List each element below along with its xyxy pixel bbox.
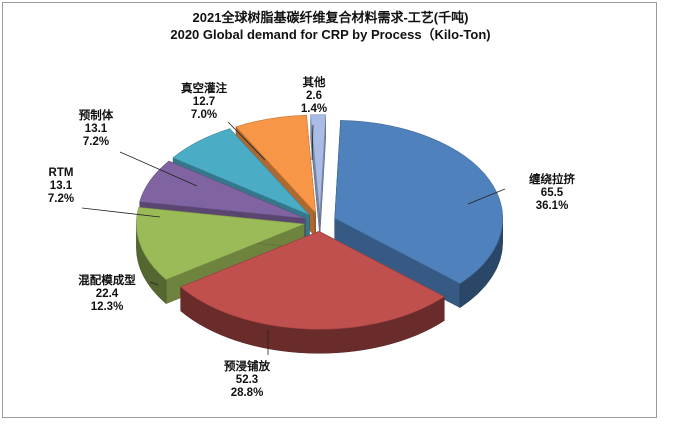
- slice-label-value-6: 2.6: [306, 90, 322, 102]
- slice-label-name-5: 真空灌注: [181, 81, 227, 95]
- slice-top: [139, 160, 306, 219]
- slice-label-percent-2: 12.3%: [91, 301, 124, 313]
- slice-label-value-5: 12.7: [193, 96, 215, 108]
- pie-slice-1: [180, 230, 445, 354]
- slice-label-value-2: 22.4: [96, 288, 119, 300]
- leader-line-0: [467, 188, 506, 205]
- pie-slice-0: [334, 120, 503, 309]
- slice-top: [235, 114, 317, 214]
- slice-label-name-1: 预浸铺放: [224, 359, 270, 373]
- slice-label-value-4: 13.1: [85, 123, 108, 135]
- slice-label-percent-3: 7.2%: [48, 193, 74, 205]
- slice-top: [180, 230, 445, 330]
- leader-line-5: [227, 121, 266, 161]
- leader-line-6: [311, 124, 314, 161]
- slice-label-name-2: 混配模成型: [78, 273, 136, 287]
- slice-label-percent-1: 28.8%: [231, 387, 264, 399]
- slice-top: [172, 128, 310, 216]
- slice-label-value-0: 65.5: [541, 187, 564, 199]
- leader-line-3: [81, 207, 161, 218]
- slice-label-value-3: 13.1: [50, 180, 73, 192]
- slice-label-name-6: 其他: [303, 75, 326, 89]
- slice-label-percent-5: 7.0%: [191, 109, 217, 121]
- chart-titles: 2021全球树脂基碳纤维复合材料需求-工艺(千吨) 2020 Global de…: [3, 9, 658, 43]
- slice-label-name-3: RTM: [49, 167, 74, 179]
- slice-label-name-4: 预制体: [79, 108, 114, 122]
- slice-label-percent-6: 1.4%: [301, 103, 327, 115]
- leader-line-2: [149, 281, 159, 286]
- pie-slices: [136, 114, 503, 354]
- leader-line-4: [119, 151, 198, 187]
- chart-subtitle: 2020 Global demand for CRP by Process（Ki…: [170, 27, 491, 42]
- slice-top: [136, 207, 305, 280]
- pie-slice-6: [310, 114, 327, 237]
- slice-label-value-1: 52.3: [236, 374, 258, 386]
- slice-label-percent-0: 36.1%: [536, 200, 569, 212]
- chart-title: 2021全球树脂基碳纤维复合材料需求-工艺(千吨): [192, 10, 469, 25]
- slice-label-percent-4: 7.2%: [83, 136, 109, 148]
- slice-label-name-0: 缠绕拉挤: [529, 172, 575, 186]
- slice-top: [334, 120, 503, 284]
- slice-top: [310, 114, 327, 213]
